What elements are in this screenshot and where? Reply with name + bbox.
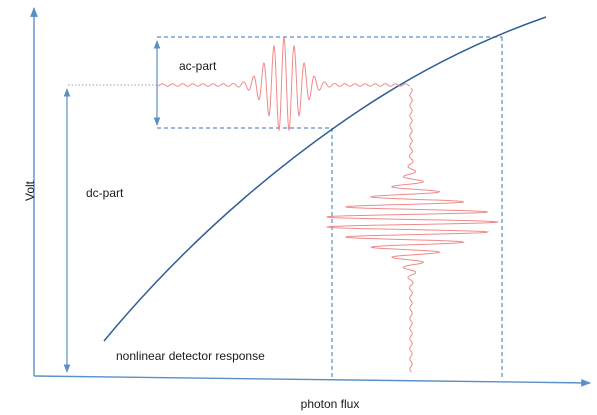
curve-label: nonlinear detector response bbox=[116, 349, 265, 363]
dc-part-label: dc-part bbox=[86, 186, 124, 200]
x-axis bbox=[33, 375, 591, 387]
guide-lines bbox=[157, 36, 503, 380]
x-axis-label: photon flux bbox=[300, 397, 360, 411]
detector-response-curve bbox=[103, 16, 547, 342]
y-axis-label: Volt bbox=[23, 181, 37, 202]
ac-part-label: ac-part bbox=[179, 59, 217, 73]
input-interferogram bbox=[157, 35, 411, 132]
output-interferogram bbox=[326, 87, 499, 373]
